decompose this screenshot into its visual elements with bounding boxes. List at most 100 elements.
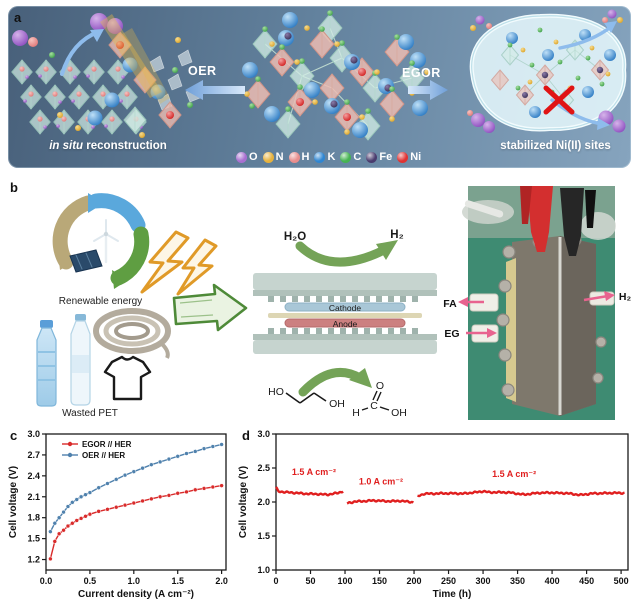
svg-text:1.5: 1.5 <box>27 534 40 544</box>
svg-text:350: 350 <box>510 576 525 586</box>
egor-arrow <box>408 80 448 100</box>
renewable-energy-caption: Renewable energy <box>58 296 143 307</box>
atom-ball-O <box>236 151 247 163</box>
panel-b-label: b <box>10 180 18 195</box>
panel-d-label: d <box>242 428 250 443</box>
svg-text:Time (h): Time (h) <box>433 589 472 600</box>
reconstructed-structure <box>11 13 201 138</box>
svg-text:250: 250 <box>441 576 456 586</box>
atom-ball-H <box>288 151 300 163</box>
membrane-layer <box>268 313 422 318</box>
svg-text:EGOR // HER: EGOR // HER <box>82 440 132 449</box>
svg-text:1.8: 1.8 <box>27 513 40 523</box>
svg-text:200: 200 <box>407 576 422 586</box>
svg-text:2.4: 2.4 <box>27 471 40 481</box>
svg-text:1.0 A cm⁻²: 1.0 A cm⁻² <box>359 476 403 486</box>
svg-text:450: 450 <box>579 576 594 586</box>
h2o-label: H₂O <box>284 231 306 243</box>
black-clip <box>560 188 584 256</box>
svg-text:1.5: 1.5 <box>171 576 184 586</box>
panel-a: a in situ reconstruction OER EGOR stabil… <box>8 6 631 168</box>
h2o-to-h2-arrow <box>295 240 398 267</box>
atom-legend: O N H K C Fe Ni <box>236 151 421 163</box>
tshirt-icon <box>103 355 152 401</box>
ethylene-glycol-structure <box>285 392 327 404</box>
light-beam <box>122 28 170 104</box>
fa-h-label: H <box>352 407 360 419</box>
oer-label: OER <box>188 64 217 78</box>
light-beam <box>100 14 162 98</box>
blob-top-arrowhead <box>604 21 617 33</box>
atom-ball-C <box>340 151 352 163</box>
svg-text:2.0: 2.0 <box>215 576 228 586</box>
svg-text:100: 100 <box>338 576 353 586</box>
red-clip <box>527 186 553 252</box>
cathode-layer <box>284 302 406 312</box>
svg-text:1.5 A cm⁻²: 1.5 A cm⁻² <box>492 469 536 479</box>
renewable-energy-icon <box>52 193 150 289</box>
svg-text:2.7: 2.7 <box>27 450 40 460</box>
svg-text:1.5: 1.5 <box>257 531 270 541</box>
atom-ball-Ni <box>397 151 409 163</box>
atom-legend-item-Fe: Fe <box>366 151 392 163</box>
svg-text:400: 400 <box>545 576 560 586</box>
chart-egor-vs-oer: 0.0 0.5 1.0 1.5 2.0 1.2 1.5 1.8 2.1 2.4 2.7 3.0 Curr… <box>8 429 228 600</box>
eg-oh-label: OH <box>329 398 345 410</box>
o2-escape-arrowhead <box>90 29 104 42</box>
svg-text:0.5: 0.5 <box>84 576 97 586</box>
atom-legend-item-N: N <box>262 151 284 163</box>
blob-bottom-arrowhead <box>597 118 610 130</box>
atom-legend-item-H: H <box>288 151 309 163</box>
svg-text:150: 150 <box>372 576 387 586</box>
svg-text:3.0: 3.0 <box>27 429 40 439</box>
svg-text:300: 300 <box>476 576 491 586</box>
h2-top-label: H₂ <box>390 229 403 241</box>
caption-stabilized-ni-sites: stabilized Ni(II) sites <box>500 140 611 152</box>
svg-text:1.2: 1.2 <box>27 555 40 565</box>
panel-a-label: a <box>14 10 22 25</box>
svg-text:1.5 A cm⁻²: 1.5 A cm⁻² <box>292 467 336 477</box>
svg-text:Cell voltage (V): Cell voltage (V) <box>8 466 19 538</box>
panel-c-label: c <box>10 428 18 443</box>
panel-a-illustration <box>11 9 627 141</box>
process-arrow <box>172 283 248 332</box>
svg-text:1.0: 1.0 <box>257 565 270 575</box>
chart-stability: 0 50 100 150 200 250 300 350 400 450 500 1.0 1.5 2.0 2… <box>238 429 629 600</box>
eg-ho-label: HO <box>268 386 284 398</box>
fa-label: FA <box>443 298 457 310</box>
svg-text:1.0: 1.0 <box>128 576 141 586</box>
cathode-label: Cathode <box>329 303 361 313</box>
fa-o-label: O <box>376 380 384 392</box>
svg-text:Cell voltage (V): Cell voltage (V) <box>238 466 249 538</box>
pet-bottle-icon <box>36 320 57 407</box>
atom-legend-item-O: O <box>236 151 258 163</box>
eg-label: EG <box>444 328 459 340</box>
svg-text:2.5: 2.5 <box>257 463 270 473</box>
fa-c-label: C <box>370 400 378 412</box>
svg-text:50: 50 <box>306 576 316 586</box>
svg-text:Current density (A cm⁻²): Current density (A cm⁻²) <box>78 589 194 600</box>
atom-ball-N <box>262 151 274 163</box>
atom-legend-item-K: K <box>314 151 335 163</box>
electricity-bolt-icon <box>140 230 218 296</box>
red-cross <box>543 85 575 115</box>
svg-text:2.1: 2.1 <box>27 492 40 502</box>
atom-legend-item-C: C <box>340 151 361 163</box>
electrolyzer-schematic <box>253 273 437 354</box>
panel-b-illustration: Cathode Anode H₂O H₂ HO OH O C H OH <box>36 186 631 420</box>
fa-oh-label: OH <box>391 407 407 419</box>
svg-text:0.0: 0.0 <box>40 576 53 586</box>
wasted-pet-caption: Wasted PET <box>62 408 118 419</box>
atom-legend-item-Ni: Ni <box>397 151 421 163</box>
svg-text:500: 500 <box>614 576 629 586</box>
atom-ball-Fe <box>366 151 378 163</box>
flow-arrows <box>458 291 615 338</box>
caption-in-situ-reconstruction: in situ reconstruction <box>49 140 167 152</box>
atom-ball-K <box>314 151 326 163</box>
svg-text:OER // HER: OER // HER <box>82 451 125 460</box>
egor-label: EGOR <box>402 66 441 80</box>
oer-arrow <box>185 80 245 100</box>
eg-to-fa-arrow <box>298 367 372 397</box>
stabilized-structure <box>467 9 626 133</box>
